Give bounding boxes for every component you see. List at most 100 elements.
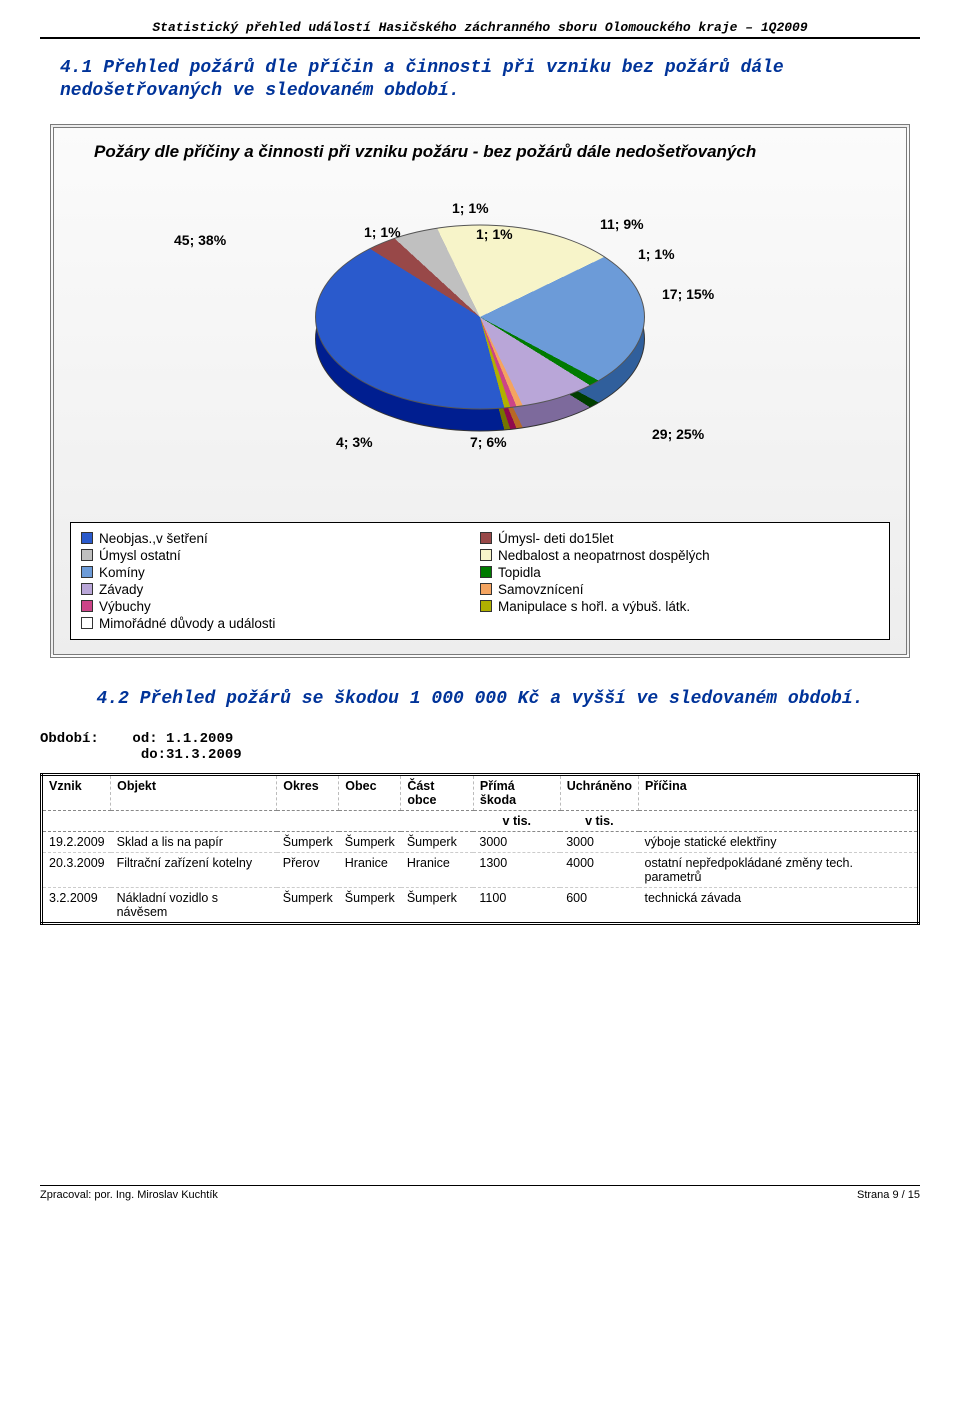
legend-label: Samovznícení [498, 582, 584, 597]
legend-label: Topidla [498, 565, 541, 580]
table-cell: Přerov [277, 853, 339, 888]
chart-slice-label: 1; 1% [638, 246, 675, 262]
legend-swatch [81, 583, 93, 595]
legend-swatch [81, 600, 93, 612]
table-cell: Šumperk [401, 832, 474, 853]
chart-area: 45; 38% 1; 1% 1; 1% 1; 1% 11; 9% 1; 1% 17; 15%… [64, 174, 896, 514]
legend-item: Úmysl- deti do15let [480, 531, 879, 546]
table-cell: 3000 [560, 832, 638, 853]
table-cell: Nákladní vozidlo s návěsem [111, 888, 277, 924]
legend-label: Manipulace s hořl. a výbuš. látk. [498, 599, 690, 614]
section-4-2-title: 4.2 Přehled požárů se škodou 1 000 000 K… [60, 688, 900, 711]
legend-swatch [480, 583, 492, 595]
table-cell: ostatní nepředpokládané změny tech. para… [639, 853, 919, 888]
table-cell: 1300 [473, 853, 560, 888]
table-row: 19.2.2009Sklad a lis na papírŠumperkŠump… [42, 832, 919, 853]
chart-slice-label: 17; 15% [662, 286, 714, 302]
period-from-lbl: od: [132, 731, 157, 747]
chart-slice-label: 1; 1% [452, 200, 489, 216]
legend-swatch [81, 549, 93, 561]
table-cell: Hranice [339, 853, 401, 888]
table-col-header: Obec [339, 775, 401, 811]
table-cell: Šumperk [401, 888, 474, 924]
chart-slice-label: 45; 38% [174, 232, 226, 248]
table-col-header: Vznik [42, 775, 111, 811]
period-block: Období: od: 1.1.2009 do:31.3.2009 [40, 731, 920, 763]
table-cell: 4000 [560, 853, 638, 888]
legend-label: Neobjas.,v šetření [99, 531, 208, 546]
fires-table: VznikObjektOkresObecČást obcePřímá škoda… [40, 773, 920, 925]
table-col-header: Okres [277, 775, 339, 811]
table-col-header: Příčina [639, 775, 919, 811]
table-cell: Hranice [401, 853, 474, 888]
table-row: 3.2.2009Nákladní vozidlo s návěsemŠumper… [42, 888, 919, 924]
page-footer: Zpracoval: por. Ing. Miroslav Kuchtík St… [40, 1185, 920, 1201]
chart-slice-label: 1; 1% [476, 226, 513, 242]
pie-chart-frame: Požáry dle příčiny a činnosti při vzniku… [50, 124, 910, 658]
legend-item: Neobjas.,v šetření [81, 531, 480, 546]
table-cell: Šumperk [277, 832, 339, 853]
footer-author: Zpracoval: por. Ing. Miroslav Kuchtík [40, 1189, 218, 1201]
table-cell: technická závada [639, 888, 919, 924]
legend-swatch [480, 600, 492, 612]
table-cell: Šumperk [277, 888, 339, 924]
table-unit-cell [277, 811, 339, 832]
table-col-header: Část obce [401, 775, 474, 811]
table-col-header: Přímá škoda [473, 775, 560, 811]
table-cell: Šumperk [339, 888, 401, 924]
table-col-header: Uchráněno [560, 775, 638, 811]
legend-item: Manipulace s hořl. a výbuš. látk. [480, 599, 879, 614]
legend-item: Samovznícení [480, 582, 879, 597]
legend-label: Mimořádné důvody a události [99, 616, 275, 631]
legend-label: Komíny [99, 565, 145, 580]
legend-item: Komíny [81, 565, 480, 580]
legend-label: Úmysl ostatní [99, 548, 181, 563]
table-cell: Šumperk [339, 832, 401, 853]
legend-item: Závady [81, 582, 480, 597]
legend-swatch [81, 617, 93, 629]
table-cell: 600 [560, 888, 638, 924]
period-to-lbl: do: [141, 747, 166, 763]
period-label: Období: [40, 731, 99, 747]
page-header: Statistický přehled událostí Hasičského … [40, 20, 920, 39]
chart-legend: Neobjas.,v šetření Úmysl ostatní Komíny Záv… [70, 522, 890, 640]
legend-label: Závady [99, 582, 143, 597]
legend-swatch [480, 532, 492, 544]
table-cell: 3000 [473, 832, 560, 853]
pie-chart [315, 224, 645, 409]
table-cell: 20.3.2009 [42, 853, 111, 888]
period-to: 31.3.2009 [166, 747, 242, 763]
table-cell: Sklad a lis na papír [111, 832, 277, 853]
table-unit-cell [339, 811, 401, 832]
table-cell: 1100 [473, 888, 560, 924]
legend-item: Mimořádné důvody a události [81, 616, 480, 631]
table-unit-cell [42, 811, 111, 832]
chart-slice-label: 29; 25% [652, 426, 704, 442]
legend-item: Topidla [480, 565, 879, 580]
table-cell: 19.2.2009 [42, 832, 111, 853]
table-unit-cell [401, 811, 474, 832]
chart-title: Požáry dle příčiny a činnosti při vzniku… [94, 142, 896, 162]
table-col-header: Objekt [111, 775, 277, 811]
legend-label: Nedbalost a neopatrnost dospělých [498, 548, 710, 563]
chart-slice-label: 11; 9% [600, 216, 644, 232]
chart-slice-label: 1; 1% [364, 224, 401, 240]
table-unit-cell [639, 811, 919, 832]
legend-swatch [81, 566, 93, 578]
table-header-row: VznikObjektOkresObecČást obcePřímá škoda… [42, 775, 919, 811]
legend-swatch [480, 566, 492, 578]
table-cell: 3.2.2009 [42, 888, 111, 924]
table-unit-row: v tis.v tis. [42, 811, 919, 832]
chart-slice-label: 4; 3% [336, 434, 373, 450]
legend-item: Výbuchy [81, 599, 480, 614]
table-cell: Filtrační zařízení kotelny [111, 853, 277, 888]
section-4-1-title: 4.1 Přehled požárů dle příčin a činnosti… [60, 57, 900, 104]
table-cell: výboje statické elektřiny [639, 832, 919, 853]
period-from: 1.1.2009 [166, 731, 233, 747]
chart-slice-label: 7; 6% [470, 434, 507, 450]
legend-swatch [81, 532, 93, 544]
table-row: 20.3.2009Filtrační zařízení kotelnyPřero… [42, 853, 919, 888]
footer-page: Strana 9 / 15 [857, 1189, 920, 1201]
legend-swatch [480, 549, 492, 561]
legend-item: Úmysl ostatní [81, 548, 480, 563]
